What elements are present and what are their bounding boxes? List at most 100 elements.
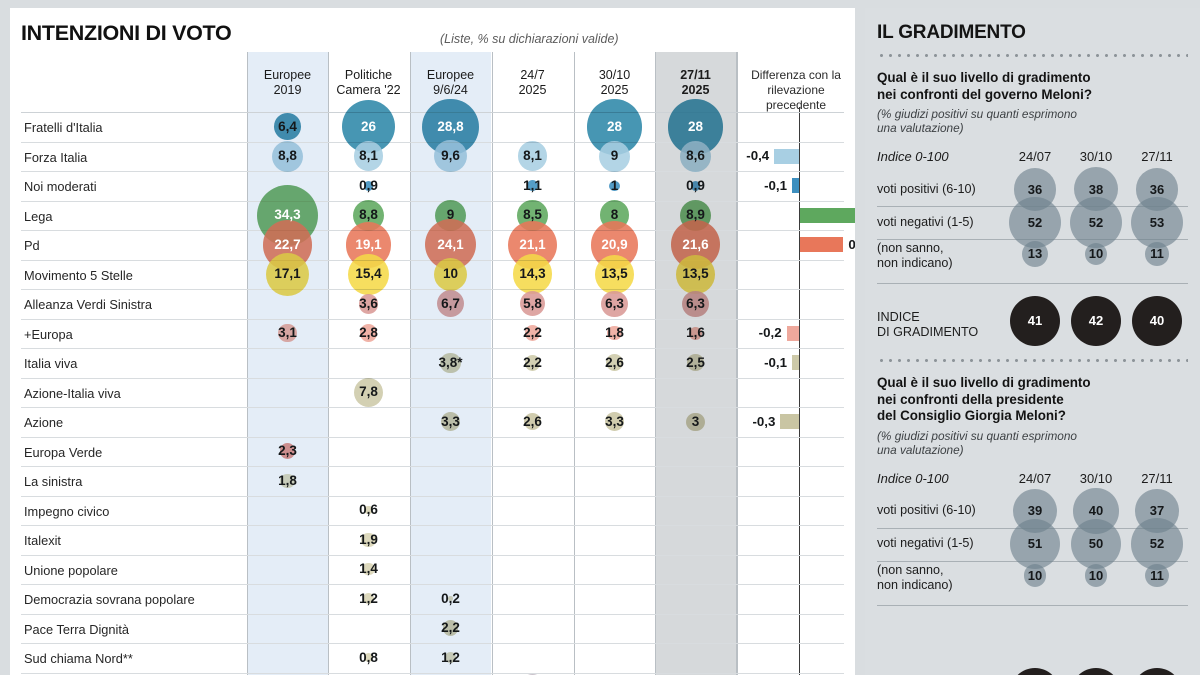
cell-value: 2,2 bbox=[523, 354, 542, 370]
cell-value: 2,5 bbox=[686, 354, 705, 370]
gradimento-bubble bbox=[1070, 196, 1122, 249]
cell-value: 0,2 bbox=[441, 590, 460, 606]
cell-value: 20,9 bbox=[601, 236, 628, 252]
cell-value: 26 bbox=[360, 118, 377, 134]
gradimento-row-rule bbox=[877, 527, 1188, 529]
cell-value: 0,9 bbox=[686, 177, 705, 193]
party-name: Fratelli d'Italia bbox=[24, 120, 103, 135]
page-subtitle: (Liste, % su dichiarazioni valide) bbox=[440, 32, 619, 46]
gradimento-value: 11 bbox=[1150, 567, 1164, 583]
gradimento-title: IL GRADIMENTO bbox=[877, 22, 1026, 43]
difference-label: 0,7 bbox=[848, 236, 855, 252]
col-header-line2: 9/6/24 bbox=[433, 83, 468, 97]
party-name: Noi moderati bbox=[24, 179, 97, 194]
cell-value: 2,3 bbox=[278, 443, 297, 459]
difference-label: -0,1 bbox=[764, 177, 787, 193]
row-divider bbox=[21, 495, 844, 497]
cell-value: 13,5 bbox=[601, 266, 628, 282]
indice-di-gradimento-label: INDICE DI GRADIMENTO bbox=[877, 310, 979, 339]
party-name: Sud chiama Nord** bbox=[24, 651, 133, 666]
gradimento-bubble bbox=[1023, 564, 1047, 587]
cell-value: 2,2 bbox=[523, 325, 542, 341]
difference-column-header: Differenza con la rilevazione precedente bbox=[751, 68, 841, 112]
difference-bar bbox=[780, 414, 799, 430]
indice-di-gradimento-bubble bbox=[1132, 296, 1182, 346]
gradimento-bubble bbox=[1135, 168, 1179, 211]
difference-zero-axis bbox=[799, 107, 800, 675]
cell-value: 28,8 bbox=[437, 118, 464, 134]
col-header-line1: 24/7 bbox=[520, 68, 545, 82]
indice-di-gradimento-bubble-cutoff bbox=[1132, 668, 1182, 675]
column-header-d3010: 30/10 2025 bbox=[574, 68, 655, 98]
cell-value: 8,6 bbox=[686, 148, 705, 164]
row-divider bbox=[21, 554, 844, 556]
gradimento-value: 11 bbox=[1150, 246, 1164, 261]
cell-value: 8,1 bbox=[359, 148, 378, 164]
cell-value: 9 bbox=[610, 148, 619, 164]
row-divider bbox=[21, 584, 844, 585]
difference-bar bbox=[800, 207, 855, 223]
indice-di-gradimento-bubble bbox=[1071, 296, 1121, 346]
gradimento-value: 52 bbox=[1088, 214, 1104, 230]
cell-value: 8,5 bbox=[523, 207, 542, 223]
cell-value: 22,7 bbox=[274, 236, 301, 252]
col-header-line2: 2019 bbox=[273, 83, 302, 97]
cell-value: 8 bbox=[610, 207, 619, 223]
difference-label: -0,4 bbox=[746, 148, 770, 164]
section-divider bbox=[877, 359, 1188, 362]
gradimento-value: 40 bbox=[1088, 503, 1104, 518]
col-header-line1: 30/10 bbox=[598, 68, 631, 82]
difference-label: -0,1 bbox=[764, 354, 787, 370]
cell-value: 7,8 bbox=[359, 384, 378, 400]
cell-value: 3,3 bbox=[441, 413, 460, 429]
section-divider bbox=[877, 54, 1188, 57]
difference-bar bbox=[800, 237, 844, 253]
gradimento-date-header: 27/11 bbox=[1141, 470, 1173, 486]
party-name: Azione bbox=[24, 415, 64, 430]
cell-value: 6,3 bbox=[605, 295, 624, 311]
gradimento-bubble bbox=[1084, 242, 1108, 266]
cell-value: 1,2 bbox=[441, 649, 460, 665]
row-divider bbox=[21, 643, 844, 644]
gradimento-value: 52 bbox=[1149, 536, 1165, 551]
cell-value: 5,8 bbox=[523, 295, 542, 311]
difference-label: -0,3 bbox=[752, 413, 776, 429]
column-header-d2711: 27/11 2025 bbox=[655, 68, 736, 98]
cell-value: 9,6 bbox=[441, 148, 460, 164]
party-name: Azione-Italia viva bbox=[24, 385, 121, 401]
party-name: Alleanza Verdi Sinistra bbox=[24, 297, 153, 312]
row-divider bbox=[21, 318, 844, 320]
column-header-d2407: 24/7 2025 bbox=[492, 68, 573, 98]
gradimento-note: (% giudizi positivi su quanti esprimono u… bbox=[877, 107, 1077, 135]
party-name: Impegno civico bbox=[24, 503, 110, 519]
gradimento-row-rule bbox=[877, 239, 1188, 240]
column-divider bbox=[574, 52, 575, 675]
gradimento-value: 37 bbox=[1149, 503, 1165, 518]
gradimento-date-header: 30/10 bbox=[1079, 149, 1113, 164]
cell-value: 6,7 bbox=[441, 295, 460, 311]
cell-value: 8,1 bbox=[523, 148, 542, 164]
cell-value: 8,9 bbox=[686, 207, 705, 223]
column-header-eu2024: Europee 9/6/24 bbox=[410, 68, 491, 98]
gradimento-row-rule bbox=[877, 206, 1188, 207]
indice-label: Indice 0-100 bbox=[877, 470, 949, 486]
party-name: Unione popolare bbox=[24, 562, 118, 578]
row-divider bbox=[21, 112, 844, 113]
cell-value: 1,8 bbox=[605, 325, 624, 341]
cell-value: 1,8 bbox=[278, 472, 297, 488]
indice-di-gradimento-value: 42 bbox=[1088, 313, 1104, 328]
column-divider bbox=[328, 52, 329, 675]
col-header-line1: 27/11 bbox=[680, 68, 711, 82]
gradimento-date-header: 27/11 bbox=[1141, 149, 1173, 164]
party-name: Movimento 5 Stelle bbox=[24, 267, 133, 283]
col-header-line2: Camera '22 bbox=[336, 83, 401, 97]
cell-value: 0,8 bbox=[359, 649, 378, 665]
cell-value: 0,9 bbox=[359, 177, 378, 193]
party-name: Pace Terra Dignità bbox=[24, 621, 130, 637]
cell-value: 34,3 bbox=[274, 207, 301, 223]
row-divider bbox=[21, 672, 844, 674]
difference-bar bbox=[792, 355, 799, 371]
row-divider bbox=[21, 613, 844, 615]
gradimento-row-label: voti positivi (6-10) bbox=[877, 181, 976, 196]
cell-value: 8,8 bbox=[278, 148, 297, 164]
